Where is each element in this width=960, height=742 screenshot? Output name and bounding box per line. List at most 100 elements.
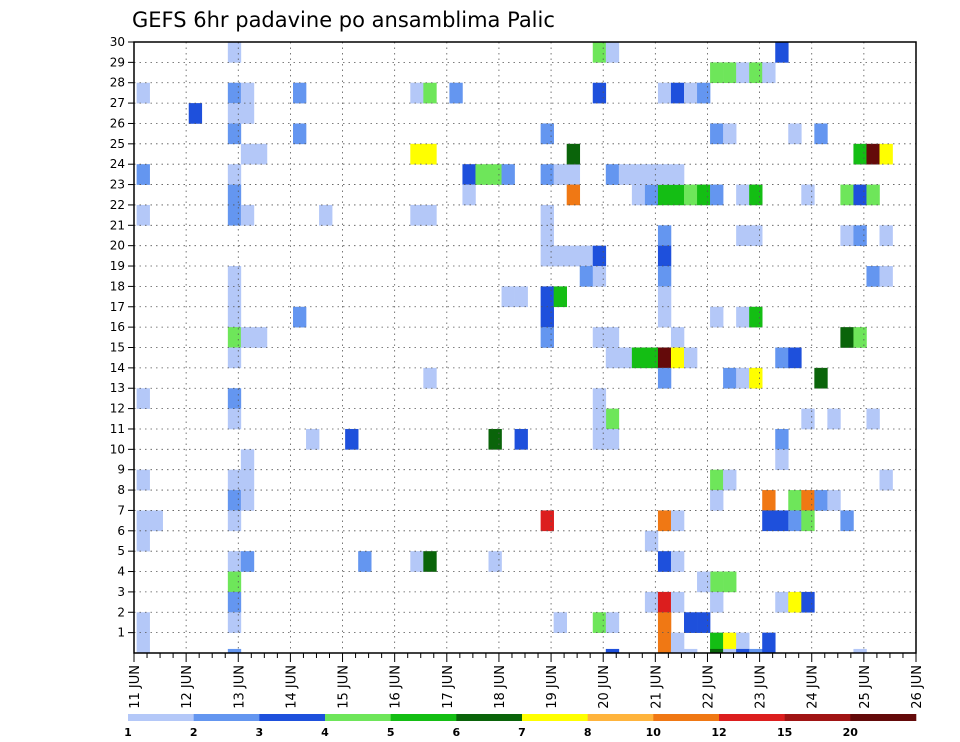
data-cell — [657, 245, 672, 267]
y-tick-label: 28 — [110, 76, 125, 90]
data-cell — [501, 286, 515, 308]
data-cell — [657, 225, 672, 246]
data-cell — [423, 143, 437, 165]
y-tick-label: 8 — [117, 483, 125, 497]
data-cell — [866, 143, 880, 165]
data-cell — [240, 551, 255, 572]
x-tick-label: 22 JUN — [702, 665, 717, 709]
data-cell — [657, 184, 672, 206]
data-cell — [723, 648, 737, 654]
data-cell — [827, 490, 841, 511]
data-cell — [801, 490, 815, 511]
data-cell — [319, 204, 333, 226]
data-cell — [657, 164, 672, 185]
colorbar-label: 4 — [321, 726, 329, 739]
data-cell — [501, 164, 515, 185]
y-tick-label: 13 — [110, 381, 125, 395]
data-cell — [227, 648, 242, 654]
y-tick-label: 17 — [110, 300, 125, 314]
y-tick-label: 14 — [110, 361, 125, 375]
data-cell — [723, 632, 737, 654]
data-cell — [866, 408, 880, 430]
y-tick-label: 27 — [110, 96, 125, 110]
x-tick-label: 18 JUN — [493, 665, 508, 709]
data-cell — [723, 469, 737, 491]
data-cell — [670, 347, 685, 369]
data-cell — [423, 204, 437, 226]
data-cell — [631, 347, 646, 369]
y-tick-label: 18 — [110, 279, 125, 293]
y-tick-label: 11 — [110, 422, 125, 436]
data-cell — [657, 286, 672, 308]
colorbar-label: 5 — [387, 726, 395, 739]
data-cell — [618, 164, 633, 185]
data-cell — [605, 42, 620, 63]
colorbar-swatch — [850, 714, 917, 721]
data-cell — [423, 367, 437, 389]
data-cell — [749, 184, 763, 206]
data-cell — [801, 408, 815, 430]
data-cell — [723, 62, 737, 84]
data-cell — [227, 571, 242, 593]
data-cell — [657, 266, 672, 287]
y-tick-label: 26 — [110, 116, 125, 130]
data-cell — [840, 225, 854, 246]
data-cell — [423, 551, 437, 572]
data-cell — [657, 612, 672, 633]
colorbar-swatch — [193, 714, 260, 721]
data-cell — [592, 42, 607, 63]
data-cell — [540, 510, 554, 532]
y-tick-label: 1 — [117, 626, 125, 640]
data-cell — [566, 184, 581, 206]
y-tick-label: 5 — [117, 544, 125, 558]
data-cell — [540, 286, 554, 308]
data-cell — [605, 408, 620, 430]
data-cell — [657, 632, 672, 654]
data-cell — [710, 306, 724, 328]
data-cell — [553, 612, 567, 633]
data-cell — [227, 591, 242, 613]
y-tick-label: 7 — [117, 503, 125, 517]
data-cell — [293, 306, 307, 328]
data-cell — [697, 571, 711, 593]
data-cell — [879, 469, 893, 491]
data-cell — [514, 286, 528, 308]
data-cell — [136, 204, 150, 226]
data-cell — [579, 266, 594, 287]
data-cell — [475, 164, 489, 185]
data-cell — [227, 551, 242, 572]
data-cell — [788, 347, 802, 369]
data-cell — [240, 490, 255, 511]
data-cell — [293, 82, 307, 104]
data-cell — [736, 184, 750, 206]
data-cell — [566, 245, 581, 267]
data-cell — [253, 143, 268, 165]
data-cell — [566, 164, 581, 185]
data-cell — [657, 82, 672, 104]
data-cell — [684, 347, 698, 369]
data-cell — [853, 225, 867, 246]
colorbar-swatch — [653, 714, 720, 721]
x-tick-label: 26 JUN — [910, 665, 925, 709]
data-cell — [710, 469, 724, 491]
data-cell — [149, 510, 163, 532]
data-cell — [592, 428, 607, 450]
data-cell — [410, 204, 424, 226]
data-cell — [710, 632, 724, 654]
data-cell — [227, 347, 242, 369]
data-cell — [775, 42, 789, 63]
colorbar-swatch — [719, 714, 785, 721]
data-cell — [736, 62, 750, 84]
data-cell — [775, 449, 789, 470]
data-cell — [801, 591, 815, 613]
data-cell — [644, 530, 659, 552]
y-tick-label: 19 — [110, 259, 125, 273]
data-cell — [644, 347, 659, 369]
y-axis: 1234567891011121314151617181920212223242… — [110, 35, 134, 640]
data-cell — [853, 648, 867, 654]
colorbar-label: 7 — [518, 726, 526, 739]
data-cell — [136, 388, 150, 409]
data-cell — [788, 123, 802, 145]
data-cell — [227, 103, 242, 124]
colorbar-label: 3 — [255, 726, 263, 739]
